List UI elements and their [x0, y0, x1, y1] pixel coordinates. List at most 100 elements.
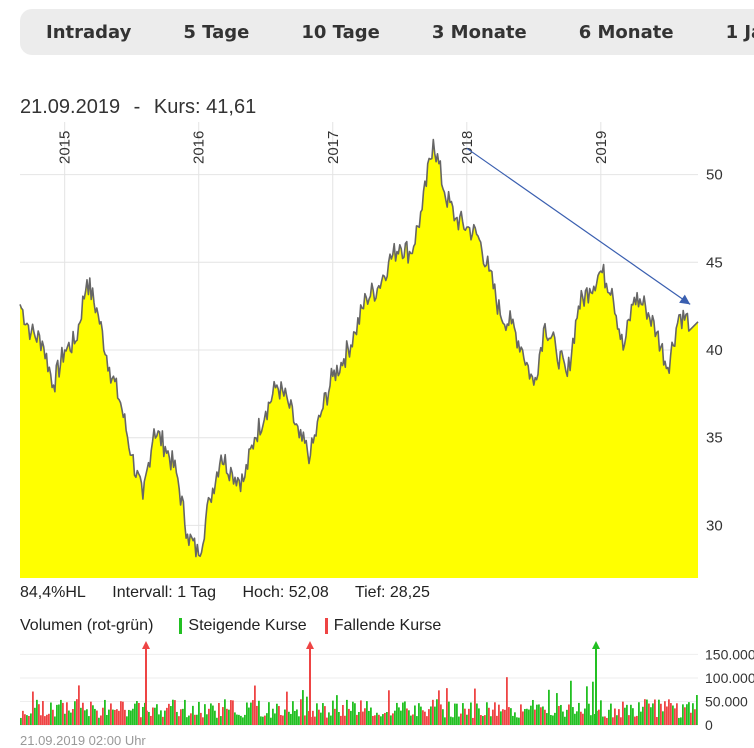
volume-bar: [90, 701, 92, 725]
volume-bar: [162, 716, 164, 725]
volume-bar: [98, 717, 100, 725]
y-tick-label-4: 50: [706, 167, 723, 184]
volume-bar: [34, 707, 36, 725]
volume-bar: [438, 690, 440, 725]
volume-bar: [350, 710, 352, 725]
volume-bar: [460, 713, 462, 725]
volume-bar: [544, 709, 546, 725]
volume-bar: [526, 708, 528, 725]
volume-bar: [432, 699, 434, 725]
volume-bar: [442, 709, 444, 725]
volume-bar: [676, 703, 678, 725]
volume-bar: [216, 717, 218, 725]
volume-bar: [202, 717, 204, 725]
volume-bar: [280, 714, 282, 725]
volume-bar: [414, 705, 416, 725]
volume-bar: [566, 709, 568, 725]
volume-bar: [594, 714, 596, 725]
volume-bar: [336, 695, 338, 725]
volume-bar: [268, 702, 270, 725]
volume-bar: [664, 701, 666, 725]
vol-tick-label-1: 100.000: [705, 670, 754, 686]
volume-bar: [334, 708, 336, 725]
volume-bar: [42, 701, 44, 725]
volume-bar: [356, 714, 358, 725]
volume-bar: [258, 700, 260, 725]
volume-bar: [250, 702, 252, 725]
volume-bar: [636, 715, 638, 725]
volume-bar: [586, 686, 588, 725]
volume-bar: [382, 714, 384, 725]
stat-hl: 84,4%HL: [20, 584, 86, 601]
volume-bar: [132, 708, 134, 725]
volume-bar: [288, 711, 290, 725]
volume-bar: [478, 708, 480, 725]
volume-bar: [692, 703, 694, 725]
volume-bar: [686, 704, 688, 725]
volume-bar: [570, 680, 572, 725]
volume-bar: [620, 717, 622, 725]
volume-bar: [688, 702, 690, 725]
tab-1-jahr[interactable]: 1 Jahr: [725, 21, 754, 43]
header-separator: -: [133, 96, 141, 118]
volume-bar: [488, 707, 490, 725]
tab-10-tage[interactable]: 10 Tage: [301, 21, 380, 43]
volume-bar: [552, 715, 554, 725]
volume-bar: [668, 699, 670, 725]
volume-bar: [294, 710, 296, 725]
volume-bar: [496, 715, 498, 725]
volume-bar: [474, 688, 476, 725]
volume-bar: [330, 715, 332, 725]
volume-bar: [386, 712, 388, 725]
volume-bar: [380, 716, 382, 725]
tab-5-tage[interactable]: 5 Tage: [183, 21, 250, 43]
vol-tick-label-0: 150.000: [705, 646, 754, 662]
stat-high: Hoch: 52,08: [242, 584, 329, 601]
volume-bar: [678, 717, 680, 725]
volume-bar: [592, 681, 594, 725]
volume-bar: [46, 714, 48, 725]
volume-bar: [328, 712, 330, 725]
volume-bar: [374, 715, 376, 725]
volume-bar: [222, 707, 224, 725]
volume-bar: [468, 708, 470, 725]
volume-bar: [524, 708, 526, 725]
volume-bar: [694, 709, 696, 725]
volume-bar: [506, 677, 508, 725]
volume-bar: [228, 709, 230, 725]
volume-bar: [366, 701, 368, 725]
volume-bar: [342, 704, 344, 725]
volume-bar: [326, 717, 328, 725]
volume-bar: [426, 716, 428, 725]
volume-bar: [454, 703, 456, 725]
volume-bar: [84, 710, 86, 725]
volume-bar: [560, 704, 562, 725]
volume-bar: [658, 699, 660, 725]
tab-6-monate[interactable]: 6 Monate: [578, 21, 674, 43]
volume-bar: [210, 703, 212, 725]
price-value: Kurs: 41,61: [153, 96, 257, 118]
volume-bar: [26, 715, 28, 725]
volume-bar: [302, 690, 304, 725]
volume-bar: [434, 706, 436, 725]
volume-bar: [502, 709, 504, 725]
volume-bar: [510, 708, 512, 725]
volume-bar: [648, 703, 650, 725]
volume-bar: [270, 717, 272, 725]
volume-bar: [190, 713, 192, 725]
volume-bar: [232, 700, 234, 725]
volume-bar: [616, 715, 618, 725]
volume-bar: [188, 715, 190, 725]
volume-bar: [614, 708, 616, 725]
tab-3-monate[interactable]: 3 Monate: [431, 21, 527, 43]
volume-bar: [234, 712, 236, 725]
volume-bar: [320, 712, 322, 725]
volume-bar: [40, 715, 42, 725]
volume-bar: [304, 715, 306, 725]
volume-bar: [470, 702, 472, 725]
volume-bar: [520, 704, 522, 725]
volume-bar: [118, 710, 120, 725]
tab-intraday[interactable]: Intraday: [46, 21, 132, 43]
volume-bar: [314, 716, 316, 725]
volume-bar: [354, 703, 356, 725]
